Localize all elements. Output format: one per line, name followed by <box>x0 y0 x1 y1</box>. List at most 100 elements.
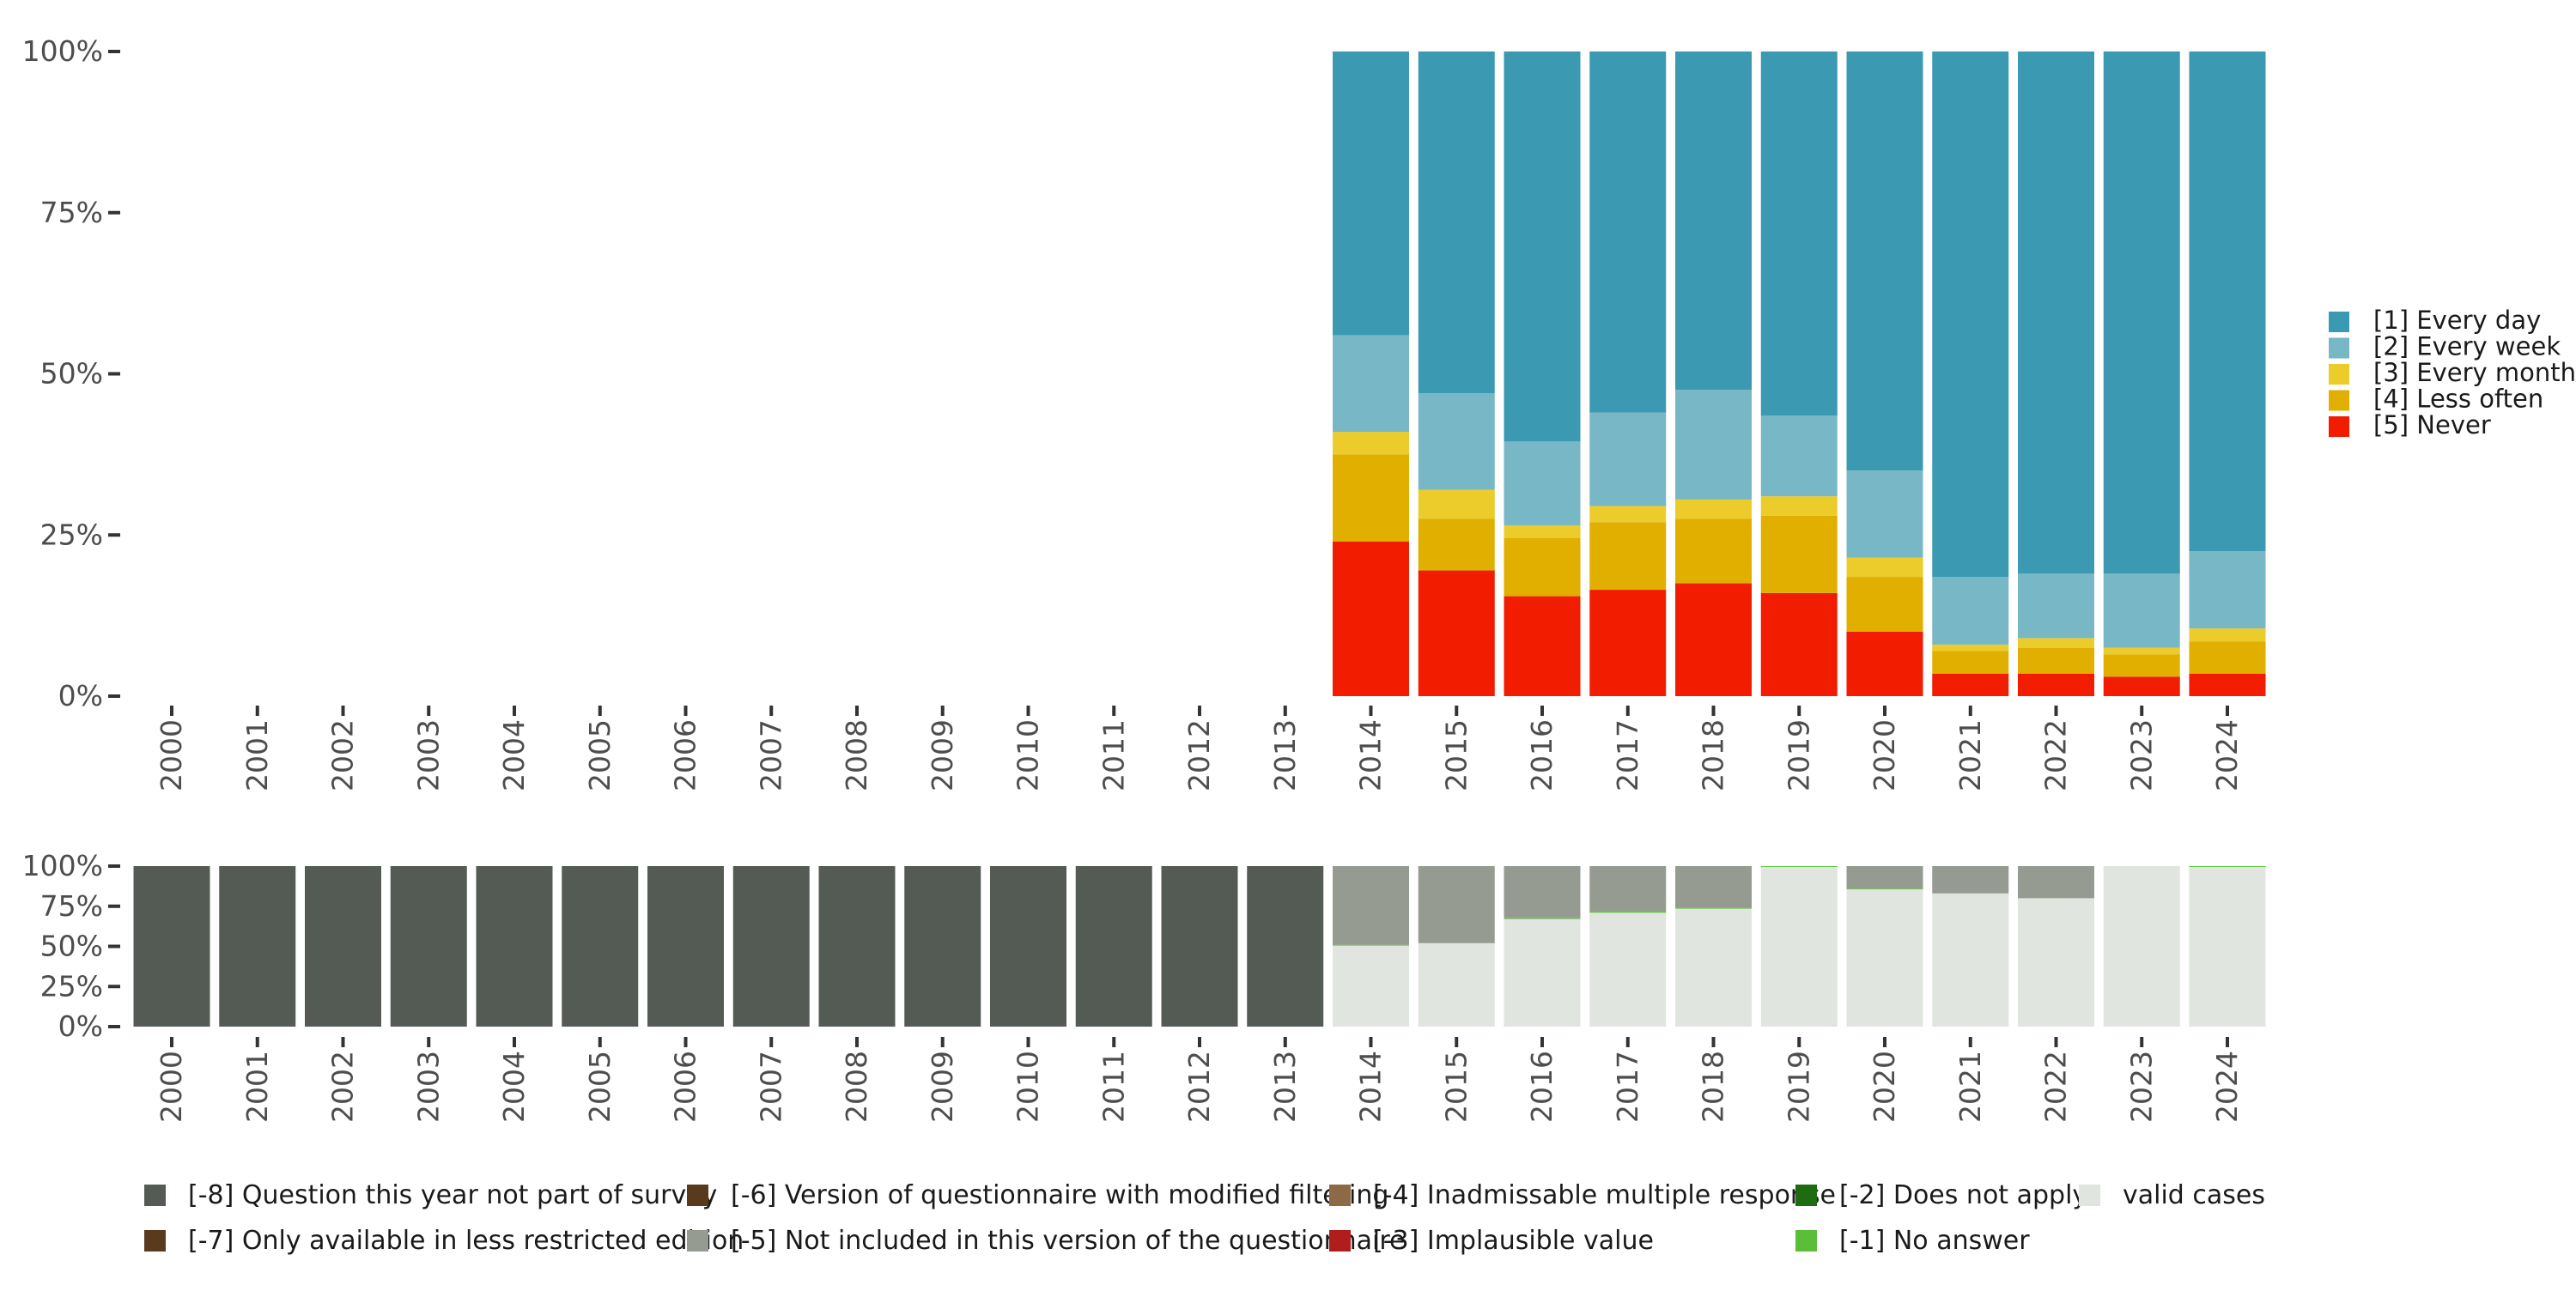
legend-swatch <box>144 1185 166 1206</box>
bar-segment <box>2189 52 2266 552</box>
legend-label: [5] Never <box>2373 410 2491 439</box>
bar-segment <box>1932 893 2009 1027</box>
bar-segment <box>1675 907 1752 909</box>
legend-swatch <box>2329 312 2349 332</box>
x-tick-label: 2021 <box>1953 1051 1987 1123</box>
bar-segment <box>904 866 981 1027</box>
x-tick-label: 2022 <box>2039 1051 2073 1123</box>
x-tick-label: 2005 <box>583 1051 617 1123</box>
bar-segment <box>1932 52 2009 578</box>
bar-segment <box>1418 518 1495 571</box>
bar-segment <box>2018 52 2094 574</box>
bar-segment <box>1846 866 1923 889</box>
legend-label: [-4] Inadmissable multiple response <box>1373 1180 1836 1210</box>
bar-segment <box>2189 673 2266 696</box>
x-tick-label: 2000 <box>155 1051 188 1123</box>
bar-segment <box>1846 557 1923 578</box>
bar-segment <box>1932 577 2009 645</box>
y-tick-label: 25% <box>40 518 103 551</box>
x-tick-label: 2007 <box>754 1051 787 1123</box>
y-tick-label: 100% <box>22 34 103 68</box>
x-tick-label: 2008 <box>840 719 873 791</box>
x-tick-label: 2011 <box>1097 1051 1130 1123</box>
x-tick-label: 2006 <box>669 1051 702 1123</box>
x-tick-label: 2019 <box>1782 1051 1815 1123</box>
bar-segment <box>1161 866 1238 1027</box>
bar-segment <box>1589 412 1667 506</box>
legend-swatch <box>144 1230 166 1252</box>
bar-segment <box>1675 866 1752 908</box>
bar-segment <box>1504 524 1581 539</box>
x-tick-label: 2020 <box>1868 1051 1901 1123</box>
bar-segment <box>990 866 1066 1027</box>
bar-segment <box>2189 551 2266 629</box>
x-tick-label: 2003 <box>411 719 445 791</box>
legend-label: [-7] Only available in less restricted e… <box>188 1226 744 1256</box>
bar-segment <box>1675 499 1752 519</box>
bar-segment <box>1760 496 1838 516</box>
bar-segment <box>1932 651 2009 674</box>
x-tick-label: 2006 <box>669 719 702 791</box>
x-tick-label: 2002 <box>326 719 360 791</box>
bar-segment <box>305 866 381 1027</box>
legend-swatch <box>2329 337 2349 359</box>
x-tick-label: 2021 <box>1953 719 1987 791</box>
bar-segment <box>1760 52 1838 416</box>
y-tick-label: 75% <box>40 196 103 229</box>
legend-bottom: [-8] Question this year not part of surv… <box>144 1180 2265 1256</box>
bar-segment <box>390 866 467 1027</box>
x-tick-label: 2001 <box>240 719 274 791</box>
y-tick-label: 50% <box>40 930 103 963</box>
x-tick-label: 2009 <box>926 1051 959 1123</box>
x-tick-label: 2016 <box>1525 1051 1558 1123</box>
bar-segment <box>2018 638 2094 648</box>
bar-segment <box>1589 590 1667 696</box>
bar-segment <box>1418 942 1495 1027</box>
x-tick-label: 2004 <box>497 1051 531 1123</box>
bar-segment <box>2018 647 2094 674</box>
bar-segment <box>1333 944 1409 946</box>
bar-segment <box>1247 866 1324 1027</box>
y-tick-label: 75% <box>40 889 103 923</box>
bar-segment <box>1418 570 1495 696</box>
bar-segment <box>1932 644 2009 652</box>
bar-segment <box>1333 454 1409 542</box>
bar-segment <box>1418 866 1495 943</box>
bar-segment <box>1675 908 1752 1027</box>
x-tick-label: 2003 <box>411 1051 445 1123</box>
bar-segment <box>1589 52 1667 413</box>
x-tick-label: 2013 <box>1268 719 1302 791</box>
bar-segment <box>1504 866 1581 918</box>
bar-segment <box>1504 596 1581 696</box>
x-tick-label: 2017 <box>1611 1051 1644 1123</box>
y-tick-label: 0% <box>58 1009 103 1043</box>
x-tick-label: 2009 <box>926 719 959 791</box>
x-tick-label: 2017 <box>1611 719 1644 791</box>
y-tick-label: 100% <box>22 849 103 882</box>
x-tick-label: 2023 <box>2124 1051 2158 1123</box>
legend-label: [4] Less often <box>2373 385 2543 414</box>
bar-segment <box>1675 52 1752 391</box>
legend-label: [1] Every day <box>2373 306 2541 335</box>
legend-swatch <box>2079 1185 2100 1206</box>
bar-segment <box>732 866 810 1027</box>
legend-label: [-8] Question this year not part of surv… <box>188 1180 717 1210</box>
x-tick-label: 2010 <box>1012 1051 1045 1123</box>
x-tick-label: 2016 <box>1525 719 1558 791</box>
x-tick-label: 2011 <box>1097 719 1130 791</box>
bar-segment <box>1504 538 1581 597</box>
bar-segment <box>1418 52 1495 394</box>
bar-segment <box>1333 335 1409 433</box>
x-tick-label: 2022 <box>2039 719 2073 791</box>
bar-segment <box>1589 506 1667 523</box>
bar-segment <box>1846 577 1923 632</box>
legend-swatch <box>1329 1230 1351 1252</box>
x-tick-label: 2001 <box>240 1051 274 1123</box>
bar-segment <box>2103 654 2180 677</box>
bar-segment <box>1846 889 1923 1027</box>
bar-segment <box>1075 866 1152 1027</box>
bar-segment <box>1846 888 1923 890</box>
x-tick-label: 2000 <box>155 719 188 791</box>
x-tick-label: 2023 <box>2124 719 2158 791</box>
